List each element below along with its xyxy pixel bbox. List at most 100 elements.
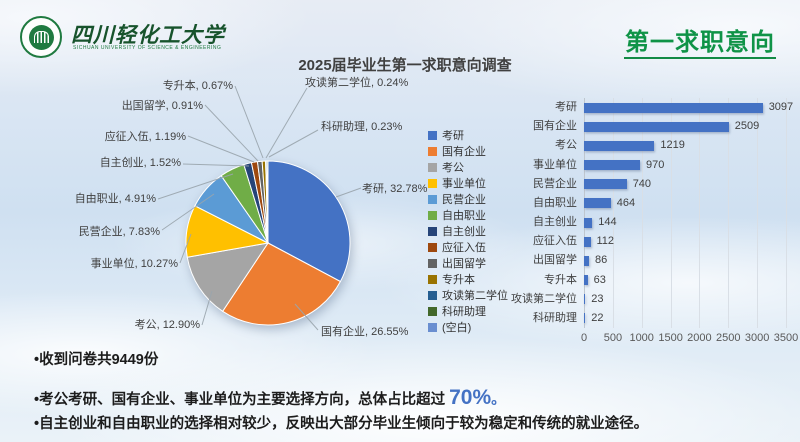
bar <box>584 121 729 132</box>
legend-swatch-icon <box>428 322 437 332</box>
legend-item: 出国留学 <box>428 255 508 271</box>
bar <box>584 255 589 266</box>
bar-row: 自主创业 144 <box>499 213 800 232</box>
bar-value-label: 144 <box>598 216 617 228</box>
summary-notes: •收到问卷共9449份 •考公考研、国有企业、事业单位为主要选择方向，总体占比超… <box>34 351 648 434</box>
pie-callout-label: 科研助理, 0.23% <box>321 121 403 133</box>
legend-swatch-icon <box>428 258 437 268</box>
legend-label: (空白) <box>442 322 472 334</box>
bar <box>584 102 763 113</box>
bar-category-label: 攻读第二学位 <box>511 292 577 305</box>
bar-gridline <box>612 98 614 328</box>
university-subtitle: SICHUAN UNIVERSITY OF SCIENCE & ENGINEER… <box>73 45 222 51</box>
bar <box>584 160 640 170</box>
slide-title-underline <box>624 57 776 59</box>
university-name: 四川轻化工大学 <box>71 22 225 47</box>
pie-chart-title: 2025届毕业生第一求职意向调查 <box>298 57 512 74</box>
legend-swatch-icon <box>428 194 437 204</box>
legend-label: 专升本 <box>442 274 475 286</box>
bar-row: 事业单位 970 <box>499 156 800 175</box>
pie-callout-label: 应征入伍, 1.19% <box>104 131 186 143</box>
bar-value-label: 23 <box>591 292 604 305</box>
slide-title: 第一求职意向 <box>625 29 775 56</box>
university-emblem-icon <box>20 16 62 58</box>
highlight-70-percent: 70% <box>449 386 492 409</box>
legend-swatch-icon <box>428 130 437 140</box>
legend-item: 应征入伍 <box>428 239 508 255</box>
bar-row: 出国留学 86 <box>499 251 800 270</box>
bar-x-tick-label: 500 <box>603 332 623 344</box>
pie-callout-label: 自由职业, 4.91% <box>74 193 156 205</box>
note-few-entrepreneurship: •自主创业和自由职业的选择相对较少，反映出大部分毕业生倾向于较为稳定和传统的就业… <box>34 416 649 432</box>
bar-value-label: 740 <box>632 177 652 190</box>
bar <box>584 236 591 247</box>
legend-label: 考公 <box>442 162 464 174</box>
pie-callout-label: 考公, 12.90% <box>134 319 200 331</box>
legend-label: 自主创业 <box>442 226 486 238</box>
bar-category-label: 自主创业 <box>533 216 577 228</box>
pie-callout-label: 自主创业, 1.52% <box>99 157 181 169</box>
emblem-core <box>28 24 54 50</box>
legend-swatch-icon <box>428 290 437 300</box>
bar-gridline <box>641 98 643 328</box>
bar-x-tick-label: 0 <box>580 332 588 344</box>
bar-gridline <box>699 98 701 328</box>
bar-value-label: 112 <box>596 235 615 248</box>
pie-callout-label: 国有企业, 26.55% <box>321 326 409 338</box>
bar-category-label: 国有企业 <box>533 120 577 133</box>
bar-row: 专升本 63 <box>499 271 800 290</box>
bar-category-label: 科研助理 <box>533 311 577 324</box>
bar-x-tick-label: 1000 <box>629 332 654 344</box>
pie-chart-svg <box>185 160 351 326</box>
bar-row: 自由职业 464 <box>499 194 800 213</box>
legend-swatch-icon <box>428 226 437 236</box>
bar-value-label: 2509 <box>734 120 760 133</box>
legend-swatch-icon <box>428 274 437 284</box>
pie-callout-label: 考研, 32.78% <box>362 183 428 195</box>
note-main-choices-period: 。 <box>491 392 506 408</box>
legend-swatch-icon <box>428 178 437 188</box>
legend-swatch-icon <box>428 162 437 172</box>
bar-value-label: 63 <box>593 273 606 286</box>
legend-item: 民营企业 <box>428 191 508 207</box>
legend-item: 考研 <box>428 127 508 143</box>
legend-item: 攻读第二学位 <box>428 287 508 303</box>
bar-x-axis: 0 500 1000 1500 2000 2500 3000 3500 <box>580 331 798 345</box>
legend-label: 出国留学 <box>442 258 486 270</box>
bar-value-label: 970 <box>646 158 665 171</box>
note-questionnaires: •收到问卷共9449份 <box>34 352 159 368</box>
bar-category-label: 专升本 <box>544 273 577 286</box>
legend-label: 事业单位 <box>442 178 486 190</box>
bar-row: 考公 1219 <box>499 136 800 155</box>
pie-slice <box>266 160 269 244</box>
note-main-choices-text: •考公考研、国有企业、事业单位为主要选择方向，总体占比超过 <box>34 392 450 408</box>
bar-x-tick-label: 2500 <box>716 332 741 344</box>
bar-axis-line <box>584 98 585 328</box>
legend-label: 民营企业 <box>442 194 486 206</box>
bar-category-label: 自由职业 <box>533 196 577 209</box>
bar-category-label: 应征入伍 <box>533 235 577 248</box>
bar-category-label: 考公 <box>555 139 577 152</box>
legend-item: (空白) <box>428 319 508 335</box>
bar-row: 攻读第二学位 23 <box>499 290 800 309</box>
bar-gridline <box>728 98 730 328</box>
bar-category-label: 事业单位 <box>533 158 577 171</box>
pie-slice <box>267 160 351 283</box>
bar-row: 应征入伍 112 <box>499 232 800 251</box>
legend-item: 自主创业 <box>428 223 508 239</box>
bar <box>584 140 655 151</box>
emblem-glyph <box>33 31 49 43</box>
bar-chart: 考研 3097 国有企业 2509 考公 1219 事业单位 970 民营企业 740 自由职业 46… <box>499 98 800 350</box>
bar-row: 科研助理 22 <box>499 309 800 328</box>
bar <box>584 313 586 324</box>
bar <box>584 294 586 305</box>
legend-label: 考研 <box>442 130 464 142</box>
legend-swatch-icon <box>428 146 437 156</box>
bar <box>584 198 611 209</box>
legend-item: 国有企业 <box>428 143 508 159</box>
bar-x-tick-label: 1500 <box>658 332 683 344</box>
legend-swatch-icon <box>428 242 437 252</box>
pie-callout-label: 出国留学, 0.91% <box>121 100 203 112</box>
legend-label: 科研助理 <box>442 306 486 318</box>
